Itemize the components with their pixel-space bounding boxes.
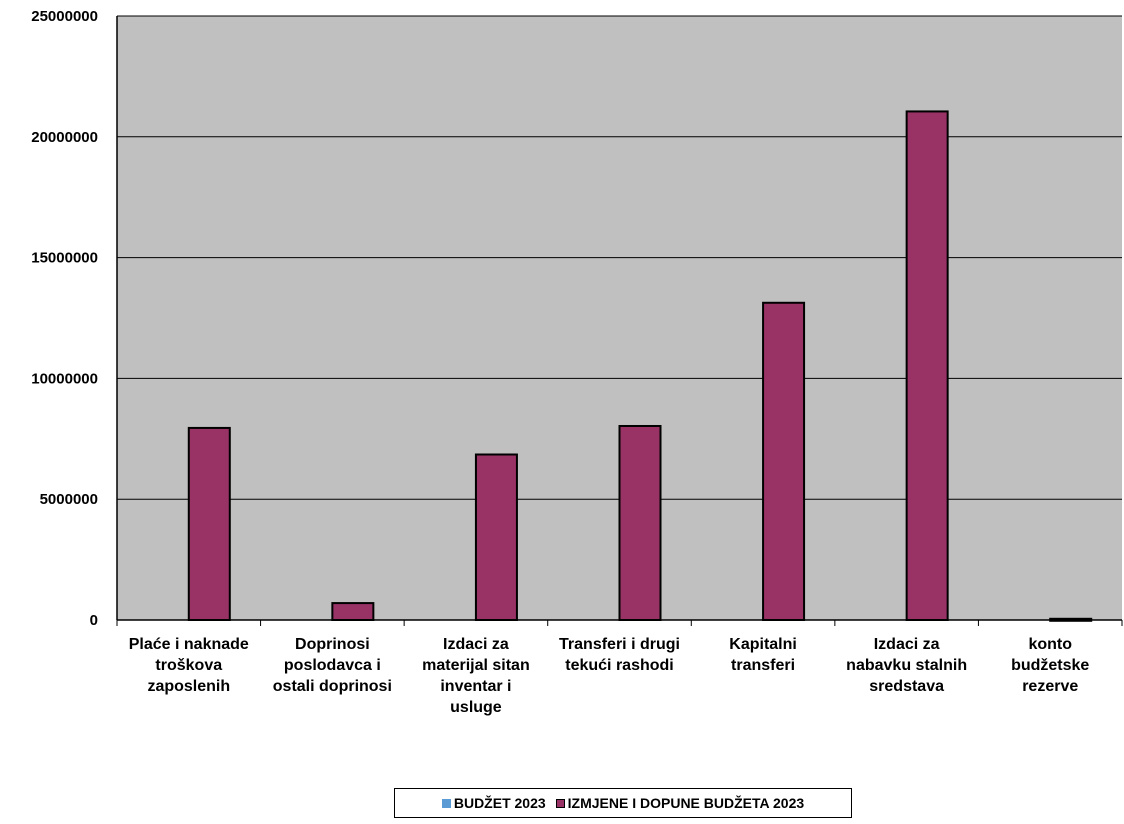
legend-swatch-izmjene-budzeta-2023 [555, 798, 565, 808]
y-tick-label: 20000000 [31, 129, 98, 146]
x-category-label: konto budžetske rezerve [1011, 636, 1089, 695]
x-category-label: Izdaci za nabavku stalnih sredstava [846, 636, 967, 695]
legend-swatch-budzet-2023 [441, 798, 451, 808]
bar-chart: 0 5000000 10000000 15000000 20000000 25000000… [31, 8, 1123, 716]
x-category-label: Plaće i naknade troškova zaposlenih [129, 636, 249, 695]
bar [331, 602, 375, 622]
y-tick-label: 5000000 [40, 491, 98, 508]
legend-label-budzet-2023: BUDŽET 2023 [453, 795, 546, 811]
y-tick-label: 15000000 [31, 250, 98, 267]
x-category-label: Transferi i drugi tekući rashodi [559, 636, 680, 674]
bar [762, 301, 806, 621]
x-category-label: Kapitalni transferi [729, 636, 797, 674]
bar [905, 110, 949, 621]
y-tick-label: 10000000 [31, 370, 98, 387]
y-tick-label: 0 [90, 612, 98, 629]
bar [618, 424, 662, 622]
bar [1049, 617, 1093, 622]
legend-item-izmjene-budzeta-2023: IZMJENE I DOPUNE BUDŽETA 2023 [555, 795, 805, 811]
bar [474, 453, 518, 621]
legend-item-budzet-2023: BUDŽET 2023 [441, 795, 546, 811]
chart-legend: BUDŽET 2023 IZMJENE I DOPUNE BUDŽETA 202… [394, 788, 852, 818]
x-category-label: Doprinosi poslodavca i ostali doprinosi [273, 636, 392, 695]
bar [187, 426, 231, 622]
y-tick-label: 25000000 [31, 8, 98, 25]
legend-label-izmjene-budzeta-2023: IZMJENE I DOPUNE BUDŽETA 2023 [567, 795, 805, 811]
x-category-label: Izdaci za materijal sitan inventar i usluge [422, 636, 530, 716]
